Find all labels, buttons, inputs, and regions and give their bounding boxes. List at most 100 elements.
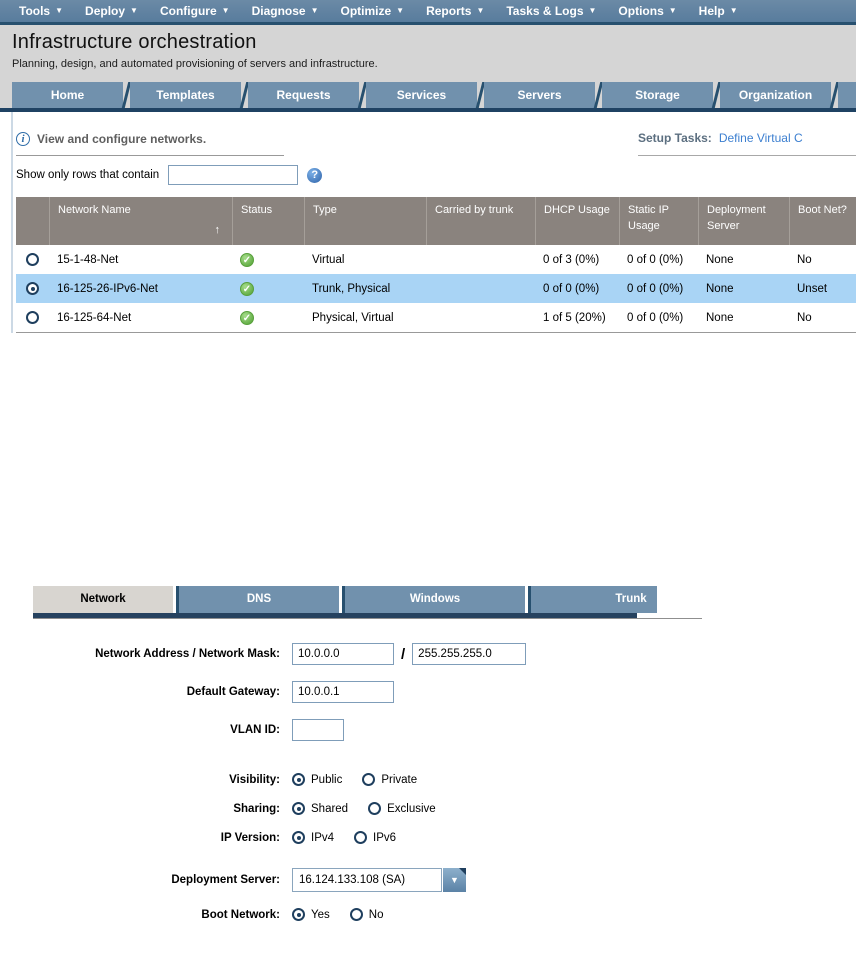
- setup-tasks-link[interactable]: Define Virtual C: [718, 131, 803, 145]
- setup-tasks-label: Setup Tasks:: [638, 131, 712, 145]
- ip-version-option-ipv6[interactable]: IPv6: [354, 831, 396, 844]
- ip-version-option-label: IPv4: [311, 831, 335, 844]
- networks-panel: i View and configure networks. Setup Tas…: [11, 112, 856, 333]
- menu-optimize[interactable]: Optimize ▼: [330, 4, 416, 18]
- row-radio[interactable]: [26, 253, 39, 266]
- menu-deploy[interactable]: Deploy ▼: [74, 4, 149, 18]
- detail-tab-underline: [33, 613, 637, 618]
- boot-network-radio-no[interactable]: [349, 908, 363, 921]
- cell-deployment-server: None: [706, 311, 734, 324]
- caret-down-icon: ▼: [476, 6, 485, 15]
- menu-help[interactable]: Help ▼: [688, 4, 749, 18]
- row-radio[interactable]: [26, 282, 39, 295]
- sharing-option-label: Exclusive: [387, 802, 436, 815]
- tab-home[interactable]: Home: [12, 82, 123, 108]
- column-header-static-ip-usage[interactable]: Static IP Usage: [619, 197, 698, 245]
- cell-type: Virtual: [312, 253, 345, 266]
- cell-static-ip-usage: 0 of 0 (0%): [627, 282, 684, 295]
- boot-network-option-yes[interactable]: Yes: [292, 908, 330, 921]
- sharing-radio-exclusive[interactable]: [368, 802, 382, 815]
- cell-status: ✓: [232, 310, 304, 325]
- visibility-radio-private[interactable]: [362, 773, 376, 786]
- help-icon[interactable]: ?: [307, 167, 323, 183]
- caret-down-icon: ▼: [668, 6, 677, 15]
- tab-storage[interactable]: Storage: [602, 82, 713, 108]
- boot-network-option-no[interactable]: No: [349, 908, 383, 921]
- column-header-dhcp-usage[interactable]: DHCP Usage: [535, 197, 619, 245]
- tab-servers[interactable]: Servers: [484, 82, 595, 108]
- tab-partial: [838, 82, 856, 108]
- page-header: Infrastructure orchestration Planning, d…: [0, 25, 856, 82]
- vlan-id-label: VLAN ID:: [230, 724, 280, 736]
- table-row[interactable]: 15-1-48-Net ✓ Virtual 0 of 3 (0%) 0 of 0 (0%…: [16, 245, 856, 274]
- column-header-carried-by-trunk[interactable]: Carried by trunk: [426, 197, 535, 245]
- boot-network-option-label: Yes: [311, 908, 330, 921]
- detail-tab-separator: [342, 586, 345, 613]
- menu-reports[interactable]: Reports ▼: [415, 4, 495, 18]
- chevron-down-icon[interactable]: ▼: [443, 868, 466, 892]
- cell-type: Physical, Virtual: [312, 311, 394, 324]
- caret-down-icon: ▼: [310, 6, 319, 15]
- detail-tab-area: Network DNS Windows Trunk: [33, 586, 702, 619]
- visibility-option-private[interactable]: Private: [362, 773, 417, 786]
- row-radio-cell: [16, 311, 49, 324]
- column-header-boot-net[interactable]: Boot Net?: [789, 197, 856, 245]
- detail-tab-dns[interactable]: DNS: [179, 586, 339, 613]
- cell-deployment-server: None: [706, 253, 734, 266]
- menu-label: Deploy: [85, 4, 126, 18]
- visibility-option-public[interactable]: Public: [292, 773, 342, 786]
- vlan-id-input[interactable]: [292, 719, 344, 741]
- menu-configure[interactable]: Configure ▼: [149, 4, 241, 18]
- cell-status: ✓: [232, 281, 304, 296]
- filter-label: Show only rows that contain: [16, 169, 160, 181]
- cell-boot-net: No: [797, 253, 812, 266]
- sharing-option-shared[interactable]: Shared: [292, 802, 348, 815]
- cell-dhcp-usage: 0 of 3 (0%): [543, 253, 600, 266]
- column-header-network-name[interactable]: Network Name ↑: [49, 197, 232, 245]
- table-header: Network Name ↑ Status Type Carried by trunk D…: [16, 197, 856, 245]
- menu-options[interactable]: Options ▼: [607, 4, 687, 18]
- sharing-radio-shared[interactable]: [292, 802, 305, 815]
- boot-network-radio-group: Yes No: [292, 908, 383, 921]
- detail-tab-windows[interactable]: Windows: [345, 586, 525, 613]
- tab-requests[interactable]: Requests: [248, 82, 359, 108]
- column-header-deployment-server[interactable]: Deployment Server: [698, 197, 789, 245]
- ip-version-radio-ipv6[interactable]: [354, 831, 368, 844]
- boot-network-radio-yes[interactable]: [292, 908, 305, 921]
- row-radio-cell: [16, 282, 49, 295]
- table-row[interactable]: 16-125-64-Net ✓ Physical, Virtual 1 of 5 (2…: [16, 303, 856, 332]
- network-mask-input[interactable]: [412, 643, 527, 665]
- visibility-radio-public[interactable]: [292, 773, 305, 786]
- network-address-input[interactable]: [292, 643, 394, 665]
- detail-tab-network[interactable]: Network: [33, 586, 173, 613]
- default-gateway-input[interactable]: [292, 681, 394, 703]
- sharing-option-exclusive[interactable]: Exclusive: [368, 802, 436, 815]
- column-header-type[interactable]: Type: [304, 197, 426, 245]
- info-icon: i: [16, 131, 30, 146]
- cell-status: ✓: [232, 252, 304, 267]
- ip-version-radio-ipv4[interactable]: [292, 831, 305, 844]
- tab-services[interactable]: Services: [366, 82, 477, 108]
- ip-version-label: IP Version:: [220, 831, 280, 844]
- boot-network-label: Boot Network:: [201, 908, 280, 921]
- tab-organization[interactable]: Organization: [720, 82, 831, 108]
- visibility-radio-group: Public Private: [292, 773, 417, 786]
- table-row[interactable]: 16-125-26-IPv6-Net ✓ Trunk, Physical 0 of 0…: [16, 274, 856, 303]
- detail-tab-trunk[interactable]: Trunk: [531, 586, 657, 613]
- column-header-status[interactable]: Status: [232, 197, 304, 245]
- cell-network-name: 16-125-64-Net: [57, 311, 132, 324]
- menu-label: Tasks & Logs: [506, 4, 584, 18]
- ip-version-option-ipv4[interactable]: IPv4: [292, 831, 334, 844]
- default-gateway-label: Default Gateway:: [186, 686, 280, 698]
- network-address-label: Network Address / Network Mask:: [95, 648, 280, 660]
- row-radio-cell: [16, 253, 49, 266]
- filter-input[interactable]: [168, 165, 299, 185]
- tab-templates[interactable]: Templates: [130, 82, 241, 108]
- cell-network-name: 15-1-48-Net: [57, 253, 119, 266]
- deployment-server-select[interactable]: 16.124.133.108 (SA) ▼: [292, 868, 466, 892]
- menu-tools[interactable]: Tools ▼: [8, 4, 74, 18]
- row-radio[interactable]: [26, 311, 39, 324]
- menu-tasks-logs[interactable]: Tasks & Logs ▼: [495, 4, 607, 18]
- sharing-option-label: Shared: [311, 802, 349, 815]
- menu-diagnose[interactable]: Diagnose ▼: [241, 4, 330, 18]
